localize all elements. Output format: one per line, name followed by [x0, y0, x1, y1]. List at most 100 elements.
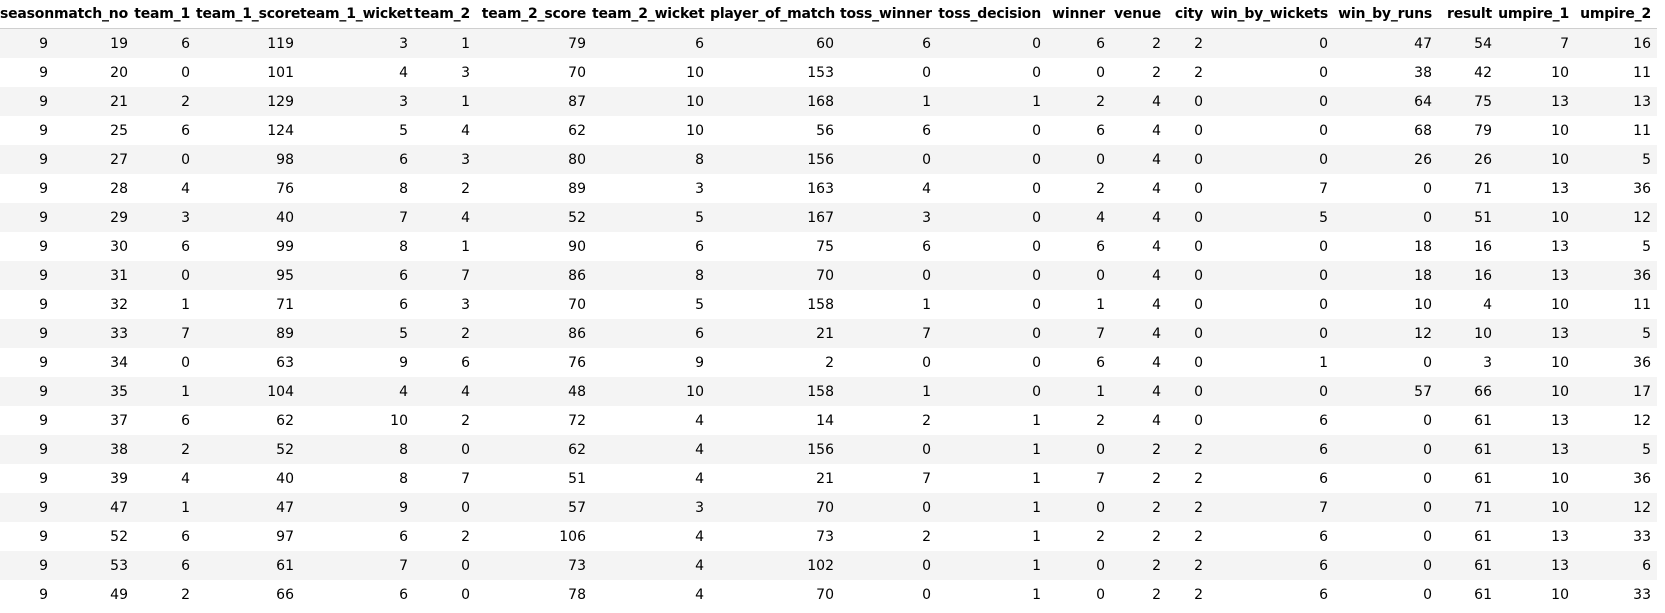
table-cell: 9: [399, 354, 408, 371]
table-cell: 16: [1474, 267, 1492, 284]
table-cell: 9: [39, 122, 48, 139]
table-cell: 12: [1633, 499, 1651, 516]
table-cell: 0: [922, 354, 931, 371]
table-cell: 4: [461, 209, 470, 226]
table-cell: 6: [1319, 528, 1328, 545]
table-cell: 10: [1551, 354, 1569, 371]
table-cell: 87: [568, 93, 586, 110]
table-cell: 1: [1096, 383, 1105, 400]
table-cell: 9: [39, 209, 48, 226]
table-cell: 13: [1551, 93, 1569, 110]
table-cell: 0: [1194, 325, 1203, 342]
table-cell: 9: [39, 238, 48, 255]
table-cell: 4: [181, 470, 190, 487]
table-cell: 51: [1474, 209, 1492, 226]
table-cell: 7: [181, 325, 190, 342]
table-cell: 7: [1319, 180, 1328, 197]
table-cell: 70: [568, 64, 586, 81]
table-cell: 4: [1152, 296, 1161, 313]
table-cell: 18: [1414, 238, 1432, 255]
table-cell: 0: [1032, 64, 1041, 81]
table-cell: 4: [1152, 151, 1161, 168]
table-cell: 2: [1152, 586, 1161, 603]
table-cell: 0: [1423, 586, 1432, 603]
table-cell: 0: [1319, 64, 1328, 81]
table-cell: 78: [568, 586, 586, 603]
table-cell: 9: [39, 35, 48, 52]
column-header: team_2_wicket: [592, 0, 710, 29]
table-cell: 0: [922, 499, 931, 516]
table-cell: 7: [399, 557, 408, 574]
table-cell: 5: [695, 296, 704, 313]
table-cell: 2: [1194, 441, 1203, 458]
table-cell: 4: [1152, 412, 1161, 429]
table-cell: 7: [399, 209, 408, 226]
table-cell: 70: [568, 296, 586, 313]
table-cell: 0: [1096, 586, 1105, 603]
table-cell: 52: [568, 209, 586, 226]
table-cell: 10: [1551, 470, 1569, 487]
column-header: toss_decision: [937, 0, 1047, 29]
table-cell: 0: [1423, 557, 1432, 574]
table-cell: 5: [399, 325, 408, 342]
table-cell: 2: [461, 412, 470, 429]
table-cell: 16: [1474, 238, 1492, 255]
table-cell: 9: [39, 296, 48, 313]
column-header: season: [0, 0, 54, 29]
table-cell: 21: [110, 93, 128, 110]
table-cell: 2: [1194, 499, 1203, 516]
table-cell: 54: [1474, 35, 1492, 52]
table-cell: 10: [1414, 296, 1432, 313]
table-cell: 101: [267, 64, 294, 81]
table-cell: 10: [1551, 499, 1569, 516]
table-cell: 2: [1194, 35, 1203, 52]
table-cell: 1: [1032, 557, 1041, 574]
table-cell: 0: [1032, 35, 1041, 52]
table-cell: 9: [39, 383, 48, 400]
table-cell: 2: [1096, 180, 1105, 197]
table-cell: 8: [695, 151, 704, 168]
table-cell: 57: [1414, 383, 1432, 400]
table-cell: 5: [1642, 151, 1651, 168]
column-header: umpire_2: [1575, 0, 1657, 29]
table-cell: 9: [39, 586, 48, 603]
table-cell: 10: [686, 383, 704, 400]
table-cell: 3: [1483, 354, 1492, 371]
table-cell: 4: [461, 383, 470, 400]
table-cell: 2: [1194, 586, 1203, 603]
table-row: 9 34 0 63 9 6 76 9 2 0 0 6 4 0 1 0 3 10 36: [0, 348, 1657, 377]
table-cell: 9: [39, 64, 48, 81]
table-cell: 6: [181, 557, 190, 574]
table-header: season match_no team_1 team_1_score team…: [0, 0, 1657, 29]
table-cell: 0: [1194, 122, 1203, 139]
table-cell: 1: [461, 93, 470, 110]
table-cell: 64: [1414, 93, 1432, 110]
table-cell: 4: [461, 122, 470, 139]
table-cell: 86: [568, 325, 586, 342]
table-cell: 0: [1423, 209, 1432, 226]
table-cell: 0: [1319, 383, 1328, 400]
table-cell: 32: [110, 296, 128, 313]
table-cell: 1: [181, 499, 190, 516]
table-cell: 6: [695, 238, 704, 255]
table-cell: 0: [1194, 383, 1203, 400]
table-cell: 6: [1319, 557, 1328, 574]
table-cell: 1: [461, 238, 470, 255]
table-cell: 2: [181, 93, 190, 110]
table-cell: 79: [568, 35, 586, 52]
table-cell: 75: [816, 238, 834, 255]
table-cell: 48: [568, 383, 586, 400]
table-cell: 129: [267, 93, 294, 110]
table-cell: 119: [267, 35, 294, 52]
table-cell: 36: [1633, 470, 1651, 487]
table-cell: 5: [1642, 325, 1651, 342]
table-cell: 5: [695, 209, 704, 226]
table-cell: 167: [807, 209, 834, 226]
table-cell: 2: [1194, 470, 1203, 487]
table-cell: 0: [1319, 151, 1328, 168]
table-cell: 158: [807, 383, 834, 400]
table-cell: 0: [922, 151, 931, 168]
table-cell: 95: [276, 267, 294, 284]
table-cell: 0: [1194, 296, 1203, 313]
table-cell: 0: [1423, 470, 1432, 487]
